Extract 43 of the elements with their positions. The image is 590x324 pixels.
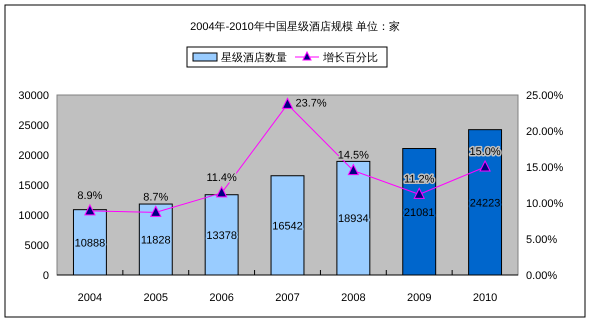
data-label: 24223 [470, 197, 500, 210]
data-label: 15.0% [469, 146, 501, 158]
y2-tick-label: 25.00% [526, 90, 564, 102]
point [348, 164, 359, 176]
x-tick-label: 2007 [275, 292, 300, 304]
x-tick-label: 2006 [209, 292, 234, 304]
y-tick-label: 15000 [18, 180, 49, 192]
data-label: 14.5% [338, 150, 370, 162]
data-label: 11828 [140, 234, 171, 247]
y-tick-label: 10000 [18, 210, 49, 222]
data-label: 13378 [206, 230, 237, 242]
legend-label: 增长百分比 [322, 51, 378, 64]
x-tick-label: 2005 [144, 292, 168, 304]
y2-tick-label: 10.00% [526, 198, 564, 210]
data-label: 16542 [272, 220, 303, 232]
data-label: 8.7% [143, 191, 169, 204]
point [216, 186, 228, 198]
y-tick-label: 25000 [18, 120, 49, 132]
y-tick-label: 20000 [18, 150, 49, 162]
y-tick-label: 5000 [24, 240, 49, 252]
data-label: 21081 [404, 206, 435, 219]
y2-tick-label: 5.00% [526, 234, 558, 246]
data-label: 23.7% [296, 97, 327, 110]
x-tick-label: 2004 [78, 292, 102, 304]
point [480, 160, 491, 172]
point [282, 98, 293, 109]
point [84, 204, 96, 216]
data-label: 18934 [338, 213, 369, 226]
point [414, 188, 425, 199]
x-tick-label: 2010 [472, 292, 498, 304]
y2-tick-label: 15.00% [526, 162, 564, 174]
data-label: 11.2% [404, 173, 435, 186]
y-tick-label: 0 [42, 270, 49, 282]
y2-tick-label: 0.00% [526, 270, 558, 282]
y2-tick-label: 20.00% [526, 126, 564, 138]
chart-title: 2004年-2010年中国星级酒店规模 单位：家 [190, 20, 400, 33]
data-label: 10888 [74, 237, 106, 250]
y-tick-label: 30000 [18, 90, 49, 102]
x-tick-label: 2009 [406, 292, 432, 304]
data-label: 8.9% [77, 190, 103, 202]
x-tick-label: 2008 [341, 292, 366, 304]
point [150, 206, 162, 217]
legend-label: 星级酒店数量 [221, 51, 287, 64]
